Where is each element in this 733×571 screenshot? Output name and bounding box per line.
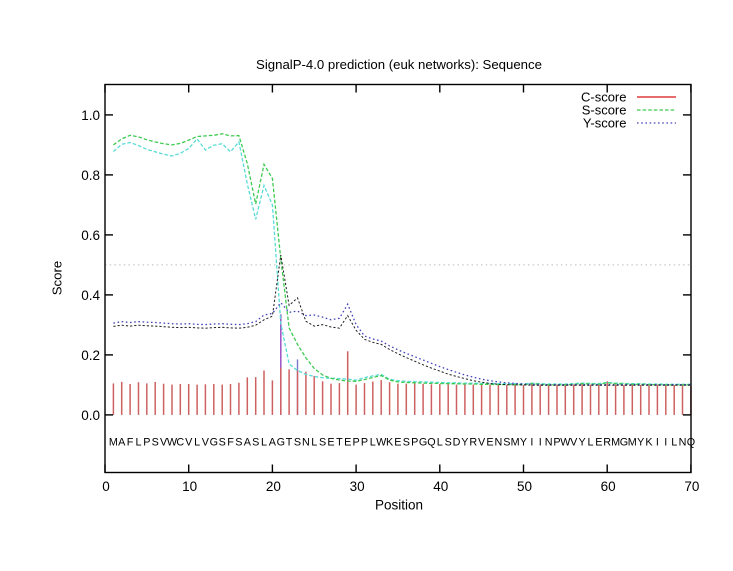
svg-text:S: S: [294, 437, 301, 449]
svg-text:Y: Y: [637, 437, 644, 449]
svg-text:P: P: [553, 437, 560, 449]
svg-text:L: L: [135, 437, 141, 449]
svg-text:60: 60: [601, 479, 616, 494]
svg-text:E: E: [595, 437, 602, 449]
svg-text:F: F: [127, 437, 134, 449]
svg-text:Score: Score: [50, 261, 65, 295]
svg-text:G: G: [419, 437, 427, 449]
svg-text:I: I: [656, 437, 659, 449]
svg-text:A: A: [269, 437, 277, 449]
svg-text:M: M: [109, 437, 118, 449]
svg-text:M: M: [628, 437, 637, 449]
svg-text:I: I: [664, 437, 667, 449]
svg-text:E: E: [344, 437, 351, 449]
svg-text:E: E: [394, 437, 401, 449]
svg-text:M: M: [511, 437, 520, 449]
svg-text:L: L: [194, 437, 200, 449]
svg-text:30: 30: [350, 479, 365, 494]
svg-text:L: L: [587, 437, 593, 449]
svg-text:T: T: [336, 437, 343, 449]
svg-text:S: S: [152, 437, 159, 449]
svg-text:0.2: 0.2: [81, 348, 100, 363]
svg-text:P: P: [352, 437, 359, 449]
svg-text:P: P: [361, 437, 368, 449]
svg-text:1.0: 1.0: [81, 108, 100, 123]
svg-text:V: V: [570, 437, 578, 449]
svg-text:W: W: [560, 437, 571, 449]
svg-text:N: N: [494, 437, 502, 449]
svg-text:0.6: 0.6: [81, 228, 100, 243]
svg-text:N: N: [679, 437, 687, 449]
svg-text:L: L: [370, 437, 376, 449]
svg-text:I: I: [539, 437, 542, 449]
svg-text:0.8: 0.8: [81, 168, 100, 183]
svg-text:L: L: [261, 437, 267, 449]
svg-text:L: L: [437, 437, 443, 449]
svg-text:C-score: C-score: [581, 89, 627, 104]
svg-text:10: 10: [182, 479, 197, 494]
svg-text:G: G: [210, 437, 218, 449]
svg-text:W: W: [376, 437, 387, 449]
svg-text:K: K: [645, 437, 653, 449]
svg-text:P: P: [411, 437, 418, 449]
svg-text:D: D: [453, 437, 461, 449]
svg-text:L: L: [311, 437, 317, 449]
svg-text:N: N: [545, 437, 553, 449]
svg-text:L: L: [671, 437, 677, 449]
svg-text:S: S: [403, 437, 410, 449]
svg-text:0.0: 0.0: [81, 408, 100, 423]
svg-text:C: C: [176, 437, 184, 449]
svg-text:P: P: [143, 437, 150, 449]
svg-text:V: V: [160, 437, 168, 449]
svg-text:70: 70: [684, 479, 699, 494]
svg-text:S-score: S-score: [582, 103, 627, 118]
svg-text:40: 40: [433, 479, 448, 494]
svg-text:S: S: [503, 437, 510, 449]
svg-text:Y-score: Y-score: [583, 116, 627, 131]
svg-text:S: S: [235, 437, 242, 449]
svg-text:K: K: [386, 437, 394, 449]
svg-text:G: G: [277, 437, 285, 449]
svg-text:20: 20: [266, 479, 281, 494]
svg-text:Position: Position: [375, 498, 423, 513]
svg-text:Y: Y: [461, 437, 468, 449]
svg-text:Y: Y: [520, 437, 527, 449]
svg-text:S: S: [319, 437, 326, 449]
svg-text:Y: Y: [578, 437, 585, 449]
svg-text:V: V: [478, 437, 486, 449]
svg-text:Q: Q: [687, 437, 695, 449]
svg-text:M: M: [611, 437, 620, 449]
svg-text:SignalP-4.0 prediction (euk ne: SignalP-4.0 prediction (euk networks): S…: [256, 57, 542, 72]
svg-text:E: E: [486, 437, 493, 449]
svg-text:V: V: [185, 437, 193, 449]
svg-text:F: F: [227, 437, 234, 449]
svg-text:0: 0: [102, 479, 110, 494]
svg-text:0.4: 0.4: [81, 288, 100, 303]
svg-text:G: G: [620, 437, 628, 449]
svg-text:Q: Q: [427, 437, 435, 449]
svg-text:W: W: [167, 437, 178, 449]
svg-text:T: T: [286, 437, 293, 449]
svg-text:S: S: [252, 437, 259, 449]
svg-text:E: E: [327, 437, 334, 449]
svg-text:N: N: [302, 437, 310, 449]
svg-text:V: V: [202, 437, 210, 449]
svg-text:R: R: [469, 437, 477, 449]
svg-text:A: A: [244, 437, 252, 449]
svg-text:A: A: [118, 437, 126, 449]
svg-text:S: S: [445, 437, 452, 449]
svg-text:I: I: [530, 437, 533, 449]
svg-text:50: 50: [517, 479, 532, 494]
svg-text:R: R: [603, 437, 611, 449]
svg-text:S: S: [219, 437, 226, 449]
